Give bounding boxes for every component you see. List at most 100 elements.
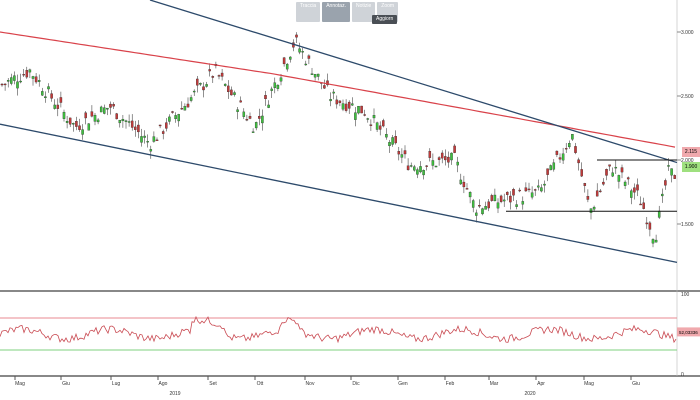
candle-body — [298, 48, 301, 53]
candle-body — [375, 122, 379, 130]
candle-body — [186, 103, 190, 108]
candle-body — [602, 181, 605, 185]
candle-body — [552, 162, 556, 170]
candle-body — [28, 69, 32, 73]
candle-body — [450, 152, 453, 161]
candle-body — [530, 192, 534, 198]
candle-body — [180, 108, 184, 110]
candle-body — [329, 99, 332, 102]
candle-body — [96, 119, 100, 123]
candle-body — [344, 103, 348, 111]
candle-body — [307, 55, 311, 59]
candle-body — [527, 188, 531, 191]
candle-body — [385, 134, 388, 138]
candle-body — [592, 206, 596, 210]
moving-average-line — [0, 31, 676, 148]
candle-body — [509, 195, 512, 203]
candle-body — [155, 139, 159, 142]
candle-body — [614, 166, 618, 169]
candle-body — [406, 165, 410, 171]
candle-body — [146, 141, 149, 143]
candle-body — [555, 150, 559, 155]
candle-body — [341, 103, 345, 110]
candle-body — [93, 114, 97, 122]
candle-body — [506, 191, 509, 195]
candle-body — [431, 160, 435, 166]
candle-body — [440, 152, 444, 159]
candle-body — [657, 210, 661, 218]
candle-body — [81, 129, 84, 135]
candle-body — [59, 97, 63, 103]
candle-body — [196, 78, 199, 86]
candle-body — [112, 104, 115, 107]
candle-body — [351, 103, 354, 106]
toolbar-trace-button[interactable]: Traccia — [296, 2, 321, 22]
candle-body — [41, 91, 44, 96]
candle-body — [363, 114, 366, 116]
candle-body — [189, 97, 193, 101]
candle-body — [475, 212, 478, 216]
candle-body — [245, 119, 249, 121]
candle-body — [62, 111, 66, 119]
candle-body — [183, 106, 187, 111]
candle-body — [199, 82, 202, 85]
candle-body — [282, 57, 286, 65]
candle-body — [326, 80, 329, 86]
candle-body — [143, 135, 146, 138]
candle-body — [338, 100, 342, 103]
x-tick-label: Apr — [537, 381, 545, 387]
candle-body — [354, 112, 357, 120]
candle-body — [313, 73, 317, 78]
candle-body — [230, 89, 233, 96]
candle-body — [403, 150, 407, 155]
candle-body — [574, 146, 577, 153]
candle-body — [645, 222, 649, 225]
year-label: 2019 — [169, 391, 180, 397]
update-button[interactable]: Aggiorn — [372, 15, 398, 24]
candle-body — [90, 111, 94, 117]
candle-body — [236, 109, 239, 112]
toolbar-annotation-button[interactable]: Annotaz. — [322, 2, 350, 22]
candle-body — [664, 180, 667, 186]
candle-body — [273, 82, 277, 88]
oscillator-value-label: 52,03336 — [679, 330, 698, 335]
candle-body — [34, 76, 38, 83]
candle-body — [53, 104, 56, 109]
x-tick-label: Ago — [159, 381, 168, 387]
candle-body — [437, 157, 441, 160]
candle-body — [174, 115, 177, 120]
year-label: 2020 — [524, 391, 535, 397]
candle-body — [661, 193, 664, 197]
candle-body — [428, 151, 432, 158]
candle-body — [608, 164, 611, 167]
candle-body — [109, 103, 112, 108]
candle-body — [648, 222, 652, 230]
toolbar-news-button[interactable]: Notizie — [351, 2, 376, 22]
candle-body — [267, 104, 270, 108]
candle-body — [673, 175, 676, 179]
candle-body — [223, 83, 227, 86]
candle-body — [533, 189, 537, 191]
candle-body — [357, 105, 360, 114]
candle-body — [158, 124, 162, 127]
candle-body — [558, 157, 562, 160]
x-tick-label: Mag — [15, 381, 25, 387]
candle-body — [540, 187, 543, 192]
candle-body — [87, 123, 91, 131]
candle-body — [301, 51, 304, 53]
candle-body — [493, 194, 497, 202]
candle-body — [323, 85, 326, 89]
candle-body — [400, 154, 404, 158]
candle-body — [484, 206, 487, 210]
x-tick-label: Giu — [632, 381, 640, 387]
candle-body — [56, 104, 60, 109]
candle-body — [626, 177, 630, 180]
candle-body — [84, 112, 87, 119]
candle-body — [571, 134, 574, 140]
candle-body — [465, 188, 469, 190]
candle-body — [140, 136, 143, 143]
candle-body — [512, 189, 515, 196]
candle-body — [419, 166, 422, 173]
candle-body — [444, 156, 447, 161]
